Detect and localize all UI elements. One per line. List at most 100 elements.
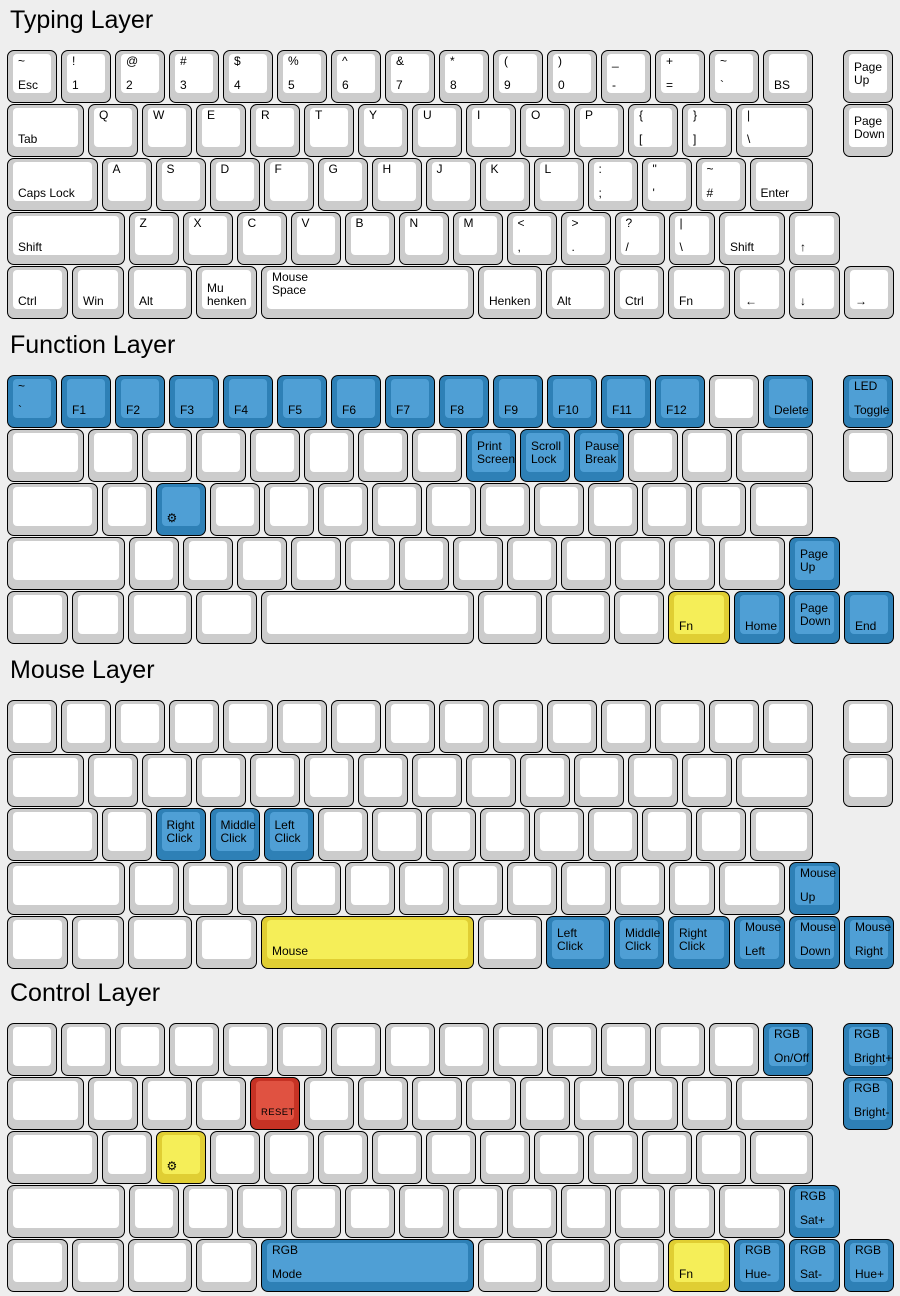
key-blank[interactable] bbox=[547, 1023, 597, 1076]
key-blank[interactable] bbox=[749, 1131, 813, 1184]
key-blank[interactable] bbox=[196, 754, 246, 807]
key-blank[interactable] bbox=[493, 1023, 543, 1076]
key-arrow-right[interactable]: → bbox=[844, 266, 894, 319]
key-9[interactable]: (9 bbox=[493, 50, 543, 103]
key-4[interactable]: $4 bbox=[223, 50, 273, 103]
key-blank[interactable] bbox=[628, 754, 678, 807]
key-m[interactable]: M bbox=[452, 212, 503, 265]
key-blank[interactable] bbox=[736, 429, 813, 482]
key-blank[interactable] bbox=[371, 483, 422, 536]
key-blank[interactable] bbox=[560, 537, 611, 590]
key-fn[interactable]: Fn bbox=[668, 591, 730, 644]
key-blank[interactable] bbox=[749, 483, 813, 536]
key-blank[interactable] bbox=[263, 1131, 314, 1184]
key-blank[interactable] bbox=[277, 700, 327, 753]
key-blank[interactable] bbox=[196, 591, 257, 644]
key-shift[interactable]: Shift bbox=[719, 212, 785, 265]
key-blank[interactable] bbox=[574, 1077, 624, 1130]
key-hue[interactable]: RGB Hue- bbox=[734, 1239, 785, 1292]
key-blank[interactable] bbox=[128, 916, 192, 969]
key-blank[interactable] bbox=[142, 1077, 192, 1130]
key-blank[interactable] bbox=[614, 1185, 665, 1238]
key-equals[interactable]: + = bbox=[655, 50, 705, 103]
key-f3[interactable]: F3 bbox=[169, 375, 219, 428]
key-gear[interactable]: ⚙ bbox=[155, 1131, 206, 1184]
key-blank[interactable] bbox=[560, 1185, 611, 1238]
key-blank[interactable] bbox=[61, 700, 111, 753]
key-blank[interactable] bbox=[695, 1131, 746, 1184]
key-blank[interactable] bbox=[614, 591, 664, 644]
key-6[interactable]: ^ 6 bbox=[331, 50, 381, 103]
key-mouse[interactable]: Mouse bbox=[261, 916, 474, 969]
key-blank[interactable] bbox=[236, 862, 287, 915]
key-arrow-up[interactable]: ↑ bbox=[789, 212, 840, 265]
key-blank[interactable] bbox=[304, 1077, 354, 1130]
key-enter[interactable]: Enter bbox=[749, 158, 813, 211]
key-blank[interactable] bbox=[412, 754, 462, 807]
key-blank[interactable] bbox=[263, 483, 314, 536]
key-bright[interactable]: RGB Bright- bbox=[843, 1077, 893, 1130]
key-blank[interactable] bbox=[655, 700, 705, 753]
key-blank[interactable] bbox=[277, 1023, 327, 1076]
key-blank[interactable] bbox=[695, 483, 746, 536]
key-blank[interactable] bbox=[719, 537, 785, 590]
key-blank[interactable] bbox=[72, 591, 124, 644]
key-fn[interactable]: Fn bbox=[668, 1239, 730, 1292]
key-z[interactable]: Z bbox=[128, 212, 179, 265]
key-blank[interactable] bbox=[169, 1023, 219, 1076]
key-blank[interactable] bbox=[128, 537, 179, 590]
key-blank[interactable] bbox=[358, 1077, 408, 1130]
key-blank[interactable] bbox=[88, 429, 138, 482]
key-backtick[interactable]: ~ ` bbox=[709, 50, 759, 103]
key-page-up[interactable]: Page Up bbox=[789, 537, 840, 590]
key-blank[interactable] bbox=[209, 483, 260, 536]
key-j[interactable]: J bbox=[425, 158, 476, 211]
key-x[interactable]: X bbox=[182, 212, 233, 265]
key-blank[interactable] bbox=[546, 591, 610, 644]
key-blank[interactable] bbox=[128, 591, 192, 644]
key-comma[interactable]: <, bbox=[506, 212, 557, 265]
key-blank[interactable] bbox=[533, 483, 584, 536]
key-blank[interactable] bbox=[236, 1185, 287, 1238]
key-delete[interactable]: Delete bbox=[763, 375, 813, 428]
key-blank[interactable] bbox=[182, 537, 233, 590]
key-blank[interactable] bbox=[478, 1239, 542, 1292]
key-blank[interactable] bbox=[261, 591, 474, 644]
key-blank[interactable] bbox=[290, 1185, 341, 1238]
key-blank[interactable] bbox=[196, 429, 246, 482]
key-blank[interactable] bbox=[398, 1185, 449, 1238]
key-f10[interactable]: F10 bbox=[547, 375, 597, 428]
key-c[interactable]: C bbox=[236, 212, 287, 265]
key-blank[interactable] bbox=[385, 700, 435, 753]
key-blank[interactable] bbox=[478, 591, 542, 644]
key-page-up[interactable]: Page Up bbox=[843, 50, 893, 103]
key-o[interactable]: O bbox=[520, 104, 570, 157]
key-esc[interactable]: ~ Esc bbox=[7, 50, 57, 103]
key-blank[interactable] bbox=[250, 754, 300, 807]
key-blank[interactable] bbox=[223, 700, 273, 753]
key-blank[interactable] bbox=[520, 754, 570, 807]
key-blank[interactable] bbox=[439, 1023, 489, 1076]
key-middle-click[interactable]: Middle Click bbox=[614, 916, 664, 969]
key-f1[interactable]: F1 bbox=[61, 375, 111, 428]
key-blank[interactable] bbox=[142, 754, 192, 807]
key-f6[interactable]: F6 bbox=[331, 375, 381, 428]
key-p[interactable]: P bbox=[574, 104, 624, 157]
key-blank[interactable] bbox=[7, 429, 84, 482]
key-f[interactable]: F bbox=[263, 158, 314, 211]
key-2[interactable]: @2 bbox=[115, 50, 165, 103]
key-blank[interactable] bbox=[371, 1131, 422, 1184]
key-blank[interactable] bbox=[250, 429, 300, 482]
key-blank[interactable] bbox=[749, 808, 813, 861]
key-alt[interactable]: Alt bbox=[546, 266, 610, 319]
key-blank[interactable] bbox=[478, 916, 542, 969]
key-u[interactable]: U bbox=[412, 104, 462, 157]
key-blank[interactable] bbox=[304, 429, 354, 482]
key-blank[interactable] bbox=[546, 1239, 610, 1292]
key-on-off[interactable]: RGB On/Off bbox=[763, 1023, 813, 1076]
key-blank[interactable] bbox=[668, 1185, 715, 1238]
key-backslash[interactable]: | \ bbox=[668, 212, 715, 265]
key-b[interactable]: B bbox=[344, 212, 395, 265]
key-blank[interactable] bbox=[331, 700, 381, 753]
key-blank[interactable] bbox=[196, 916, 257, 969]
